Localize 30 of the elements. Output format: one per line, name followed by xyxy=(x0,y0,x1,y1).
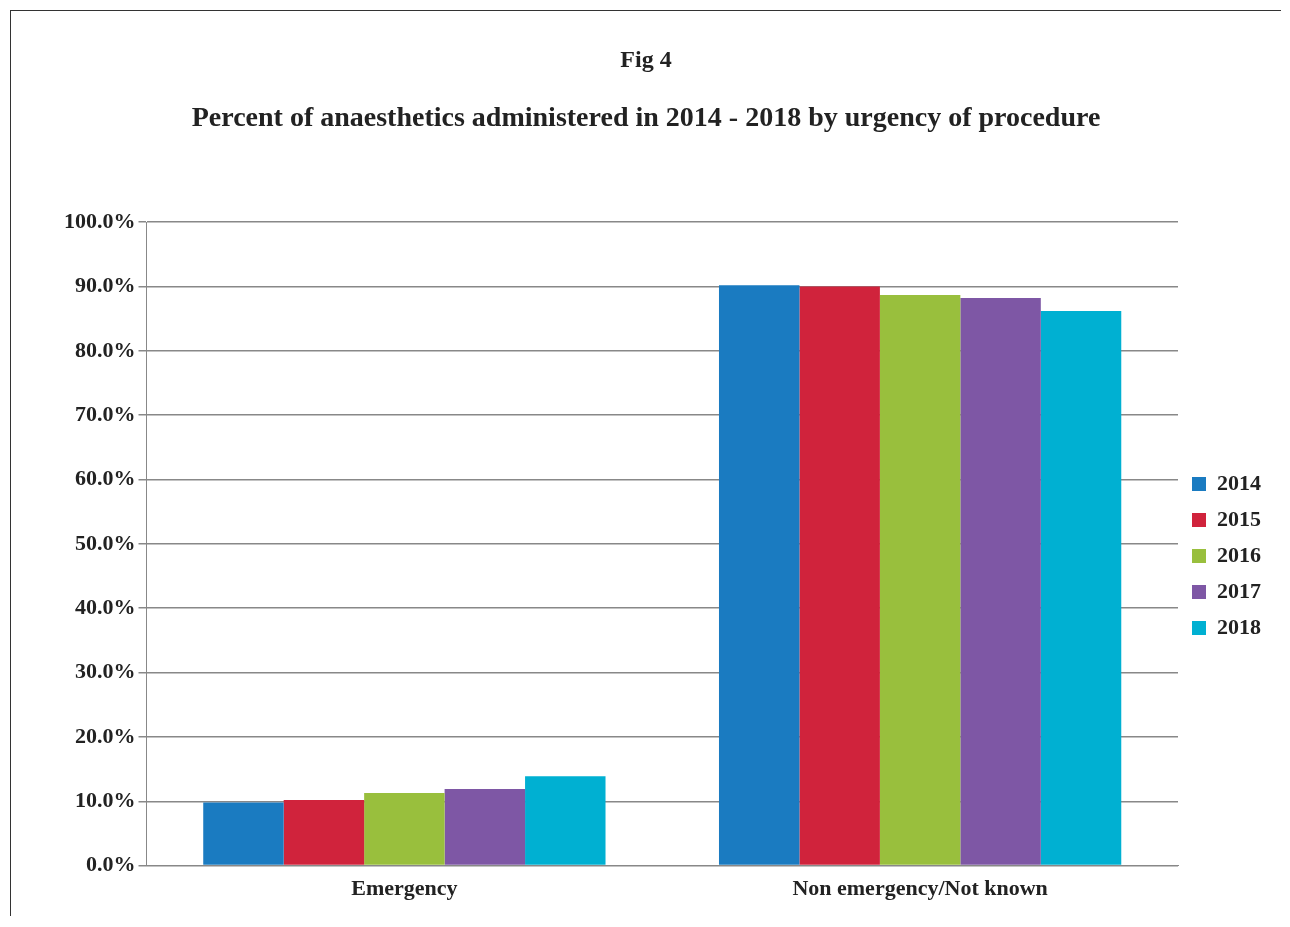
y-tick-label: 90.0% xyxy=(75,272,136,298)
chart-title: Fig 4 xyxy=(619,46,673,73)
y-tick-label: 30.0% xyxy=(75,658,136,684)
chart-subtitle: Percent of anaesthetics administered in 2014 - 2018 by urgency of procedure xyxy=(190,101,1102,133)
bar xyxy=(879,294,961,865)
legend-label: 2016 xyxy=(1217,541,1261,567)
y-tick-label: 70.0% xyxy=(75,400,136,426)
bar xyxy=(718,285,800,865)
y-tick-label: 100.0% xyxy=(64,207,136,233)
legend-label: 2018 xyxy=(1217,613,1261,639)
bar xyxy=(444,789,526,865)
y-tick-label: 60.0% xyxy=(75,465,136,491)
bar xyxy=(960,298,1041,865)
y-tick-label: 80.0% xyxy=(75,336,136,362)
legend-label: 2017 xyxy=(1217,577,1261,603)
x-tick-label: Non emergency/Not known xyxy=(792,875,1048,901)
bar xyxy=(364,792,445,865)
legend-label: 2014 xyxy=(1217,469,1261,495)
bar xyxy=(283,799,365,865)
y-tick-label: 20.0% xyxy=(75,722,136,748)
y-tick-label: 50.0% xyxy=(75,529,136,555)
y-tick-label: 40.0% xyxy=(75,593,136,619)
y-tick-label: 10.0% xyxy=(75,786,136,812)
legend-label: 2015 xyxy=(1217,505,1261,531)
bar xyxy=(525,776,606,865)
bar xyxy=(203,802,284,865)
bar xyxy=(1040,310,1122,865)
x-tick-label: Emergency xyxy=(351,875,458,901)
bar xyxy=(799,286,880,865)
y-tick-label: 0.0% xyxy=(86,851,136,877)
